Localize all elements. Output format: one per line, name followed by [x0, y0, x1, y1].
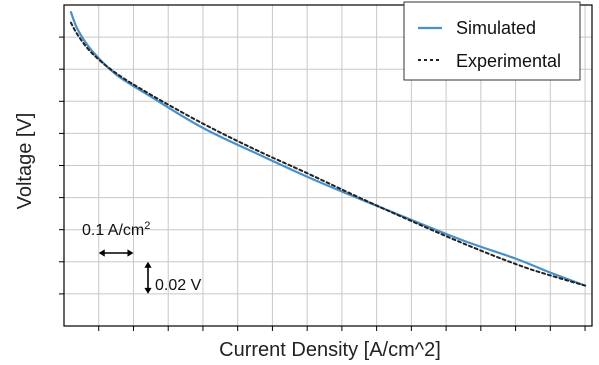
y-scale-arrow-head-up — [144, 261, 152, 268]
y-scale-annotation: 0.02 V — [144, 261, 202, 294]
x-scale-arrow-head-right — [127, 249, 134, 257]
y-scale-arrow — [144, 261, 152, 294]
x-scale-superscript: 2 — [144, 220, 150, 232]
legend: Simulated Experimental — [403, 1, 581, 81]
series-line-simulated — [69, 11, 587, 287]
y-scale-label: 0.02 V — [155, 277, 202, 294]
x-scale-label: 0.1 A/cm2 — [82, 220, 150, 239]
x-scale-arrow-head-left — [98, 249, 105, 257]
legend-label-experimental: Experimental — [456, 51, 561, 71]
y-axis-title: Voltage [V] — [14, 113, 36, 210]
y-scale-arrow-head-down — [144, 287, 152, 294]
legend-box — [403, 1, 581, 81]
series-layer — [69, 11, 587, 287]
legend-label-simulated: Simulated — [456, 18, 536, 38]
axis-ticks — [59, 36, 586, 331]
series-line-experimental — [69, 21, 587, 287]
x-scale-annotation: 0.1 A/cm2 — [82, 220, 150, 257]
x-scale-arrow — [98, 249, 134, 257]
x-axis-title: Current Density [A/cm^2] — [219, 339, 441, 361]
